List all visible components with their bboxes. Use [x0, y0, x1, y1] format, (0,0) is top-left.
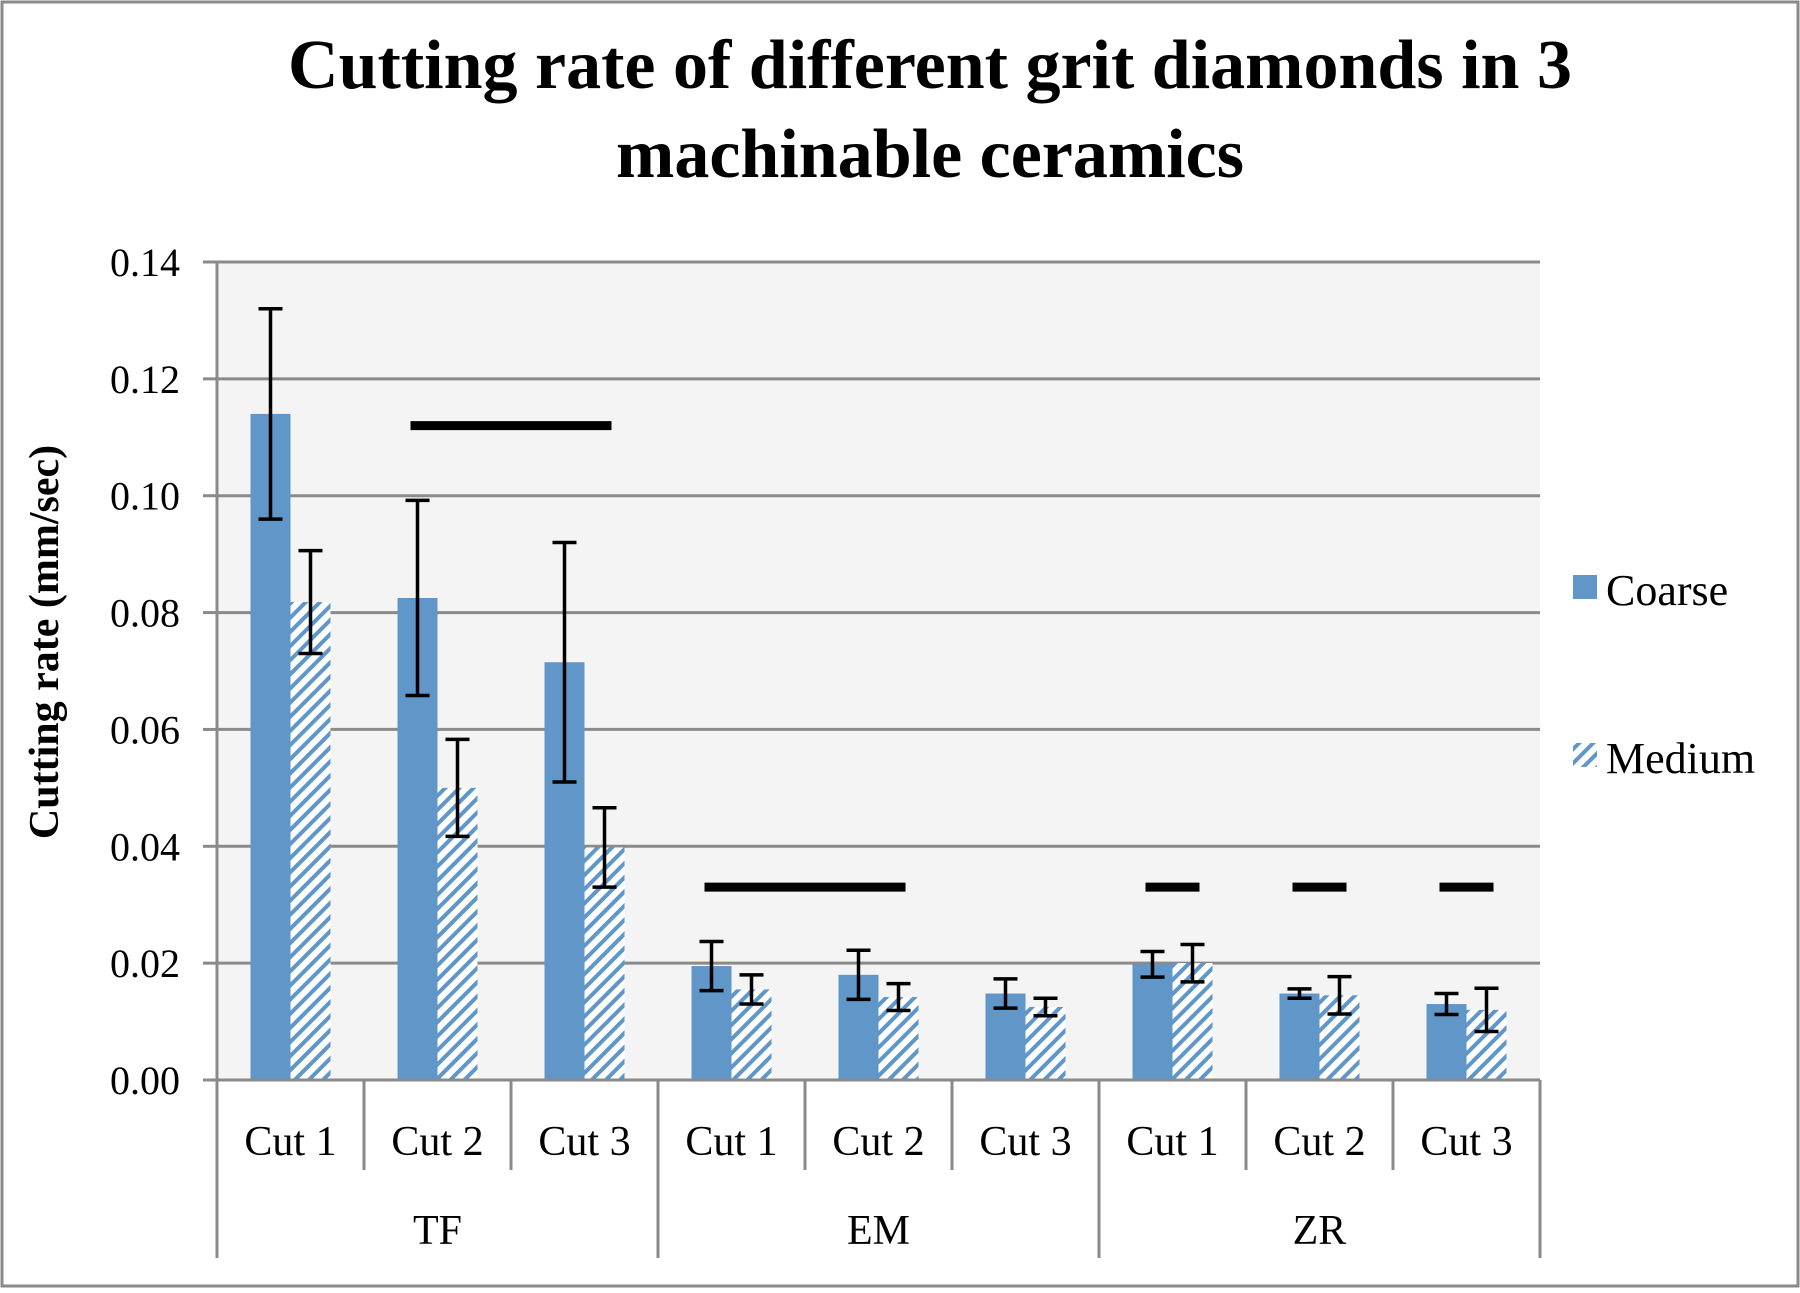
bar-coarse: [1132, 964, 1173, 1080]
legend-swatch-medium: [1573, 743, 1597, 767]
y-tick-label: 0.14: [110, 240, 180, 285]
x-tick-label: Cut 3: [1420, 1119, 1512, 1165]
y-tick-label: 0.04: [110, 824, 180, 869]
y-tick-label: 0.12: [110, 357, 180, 402]
chart-title-line-1: Cutting rate of different grit diamonds …: [288, 27, 1572, 104]
x-tick-label: Cut 3: [538, 1119, 630, 1165]
y-tick-label: 0.10: [110, 474, 180, 519]
legend-label-coarse: Coarse: [1606, 566, 1728, 615]
x-tick-label: Cut 2: [391, 1119, 483, 1165]
x-tick-label: Cut 3: [979, 1119, 1071, 1165]
y-tick-label: 0.00: [110, 1058, 180, 1103]
y-tick-label: 0.02: [110, 941, 180, 986]
x-tick-label: Cut 2: [1273, 1119, 1365, 1165]
group-label: EM: [847, 1208, 910, 1254]
bar-medium: [290, 602, 331, 1080]
y-tick-label: 0.08: [110, 591, 180, 636]
chart-title-line-2: machinable ceramics: [616, 116, 1244, 193]
y-axis-label: Cutting rate (mm/sec): [22, 445, 68, 839]
x-tick-label: Cut 1: [685, 1119, 777, 1165]
legend-swatch-coarse: [1573, 575, 1597, 599]
bar-coarse: [1426, 1004, 1467, 1080]
bar-coarse: [250, 413, 291, 1080]
group-label: TF: [413, 1208, 462, 1254]
x-tick-label: Cut 1: [1126, 1119, 1218, 1165]
x-tick-label: Cut 1: [244, 1119, 336, 1165]
bar-coarse: [1279, 993, 1320, 1080]
x-tick-label: Cut 2: [832, 1119, 924, 1165]
legend-label-medium: Medium: [1606, 734, 1755, 783]
y-tick-label: 0.06: [110, 707, 180, 752]
bar-medium: [1025, 1006, 1066, 1080]
group-label: ZR: [1293, 1208, 1347, 1254]
